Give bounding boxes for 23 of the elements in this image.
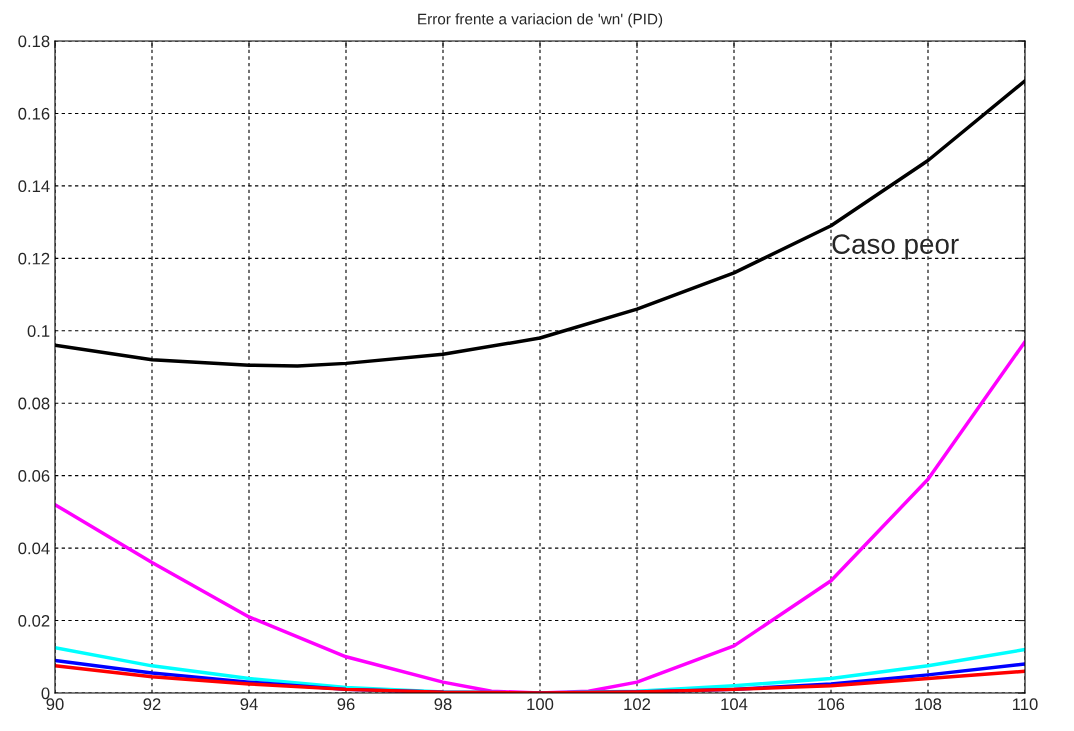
- y-tick-label: 0.14: [18, 180, 50, 193]
- y-tick-label: 0.18: [18, 35, 50, 48]
- y-tick-label: 0.1: [27, 325, 50, 337]
- x-tick-label: 110: [1012, 698, 1038, 711]
- x-tick-label: 100: [527, 698, 554, 711]
- x-tick-label: 90: [46, 698, 64, 711]
- y-tick-label: 0.06: [18, 470, 50, 482]
- annotation: Caso peor: [832, 234, 959, 260]
- x-tick-label: 94: [240, 698, 258, 711]
- x-tick-label: 102: [624, 698, 651, 711]
- y-tick-label: 0.02: [18, 614, 50, 627]
- y-tick-label: 0.12: [18, 252, 50, 265]
- y-tick-label: 0.08: [18, 397, 50, 410]
- x-tick-label: 106: [818, 698, 845, 711]
- y-tick-label: 0.16: [18, 107, 50, 120]
- x-tick-label: 98: [434, 698, 452, 711]
- x-tick-label: 92: [143, 698, 161, 711]
- x-tick-label: 108: [915, 698, 942, 711]
- x-tick-label: 104: [721, 698, 748, 711]
- chart-title: Error frente a variacion de 'wn' (PID): [418, 13, 663, 28]
- y-tick-label: 0.04: [18, 542, 50, 555]
- y-tick-label: 0: [41, 687, 50, 700]
- x-tick-label: 96: [337, 698, 355, 711]
